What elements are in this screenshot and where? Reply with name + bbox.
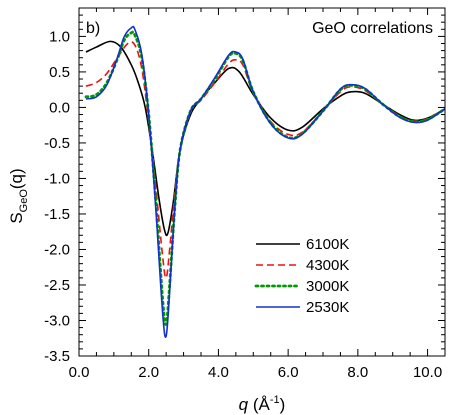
x-tick-label: 10.0 (413, 364, 442, 381)
x-tick-label: 2.0 (138, 364, 159, 381)
y-tick-label: -3.5 (44, 348, 70, 365)
annotation-text: GeO correlations (312, 20, 433, 37)
y-tick-label: -0.5 (44, 135, 70, 152)
tick-layer: 0.0 2.0 4.0 6.0 8.0 10.0 1.0 0.5 0.0 -0.5 -1.0 -1.5… (44, 7, 445, 381)
series-layer (84, 25, 447, 338)
legend: 6100K 4300K 3000K 2530K (254, 236, 349, 316)
series-line-2530k (85, 25, 446, 338)
legend-label-4300k: 4300K (306, 257, 349, 274)
x-tick-label: 8.0 (347, 364, 368, 381)
series-line-6100k (85, 40, 446, 237)
x-axis-unit-open: (Å (248, 395, 270, 414)
y-tick-label: 0.0 (49, 99, 70, 116)
y-tick-label: -2.5 (44, 277, 70, 294)
y-tick-label: -1.5 (44, 206, 70, 223)
y-tick-label: -1.0 (44, 170, 70, 187)
y-axis-symbol: S (7, 212, 26, 223)
x-tick-label: 6.0 (278, 364, 299, 381)
plot-frame (78, 7, 446, 357)
x-axis-title: q (Å-1) (239, 394, 286, 414)
x-tick-label: 0.0 (69, 364, 90, 381)
panel-label: b) (86, 20, 100, 37)
legend-label-6100k: 6100K (306, 236, 349, 253)
legend-label-3000k: 3000K (306, 278, 349, 295)
x-tick-label: 4.0 (208, 364, 229, 381)
legend-label-2530k: 2530K (306, 299, 349, 316)
y-tick-label: -3.0 (44, 312, 70, 329)
x-axis-unit-close: ) (280, 395, 286, 414)
series-line-4300k (85, 41, 446, 279)
y-axis-title: SGeO(q) (7, 168, 30, 223)
y-tick-label: 1.0 (49, 28, 70, 45)
y-tick-label: 0.5 (49, 64, 70, 81)
x-axis-unit-sup: -1 (270, 394, 280, 406)
x-axis-symbol: q (239, 395, 249, 414)
y-tick-label: -2.0 (44, 241, 70, 258)
y-axis-arg: (q) (7, 168, 26, 189)
y-axis-subscript: GeO (18, 189, 30, 213)
